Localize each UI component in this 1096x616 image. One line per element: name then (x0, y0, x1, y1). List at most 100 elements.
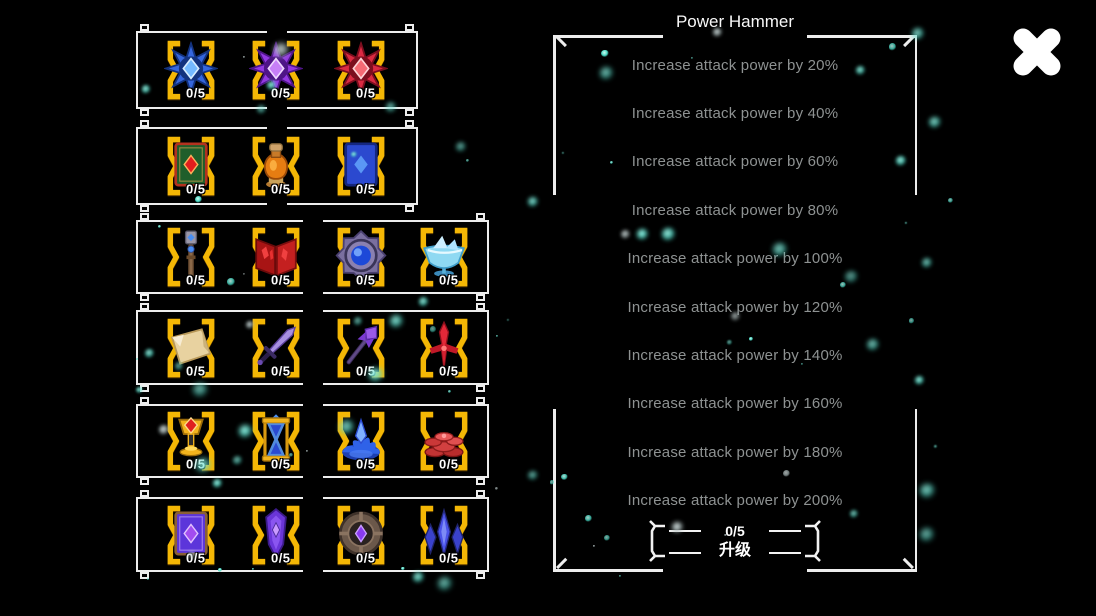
slot-green-book[interactable]: 0/5 (159, 136, 223, 197)
border-gap (267, 201, 287, 207)
slot-red-dagger[interactable]: 0/5 (412, 317, 476, 378)
slot-blue-star-medal[interactable]: 0/5 (159, 40, 223, 101)
red-book-icon (255, 237, 297, 277)
upgrade-button[interactable]: 0/5 升级 (646, 518, 824, 564)
upgrade-count: 0/5 (725, 522, 745, 539)
effects-list: Increase attack power by 20% Increase att… (553, 41, 917, 525)
slot-parchment[interactable]: 0/5 (159, 317, 223, 378)
parchment-icon (170, 327, 212, 365)
slot-frame-icon (167, 227, 215, 287)
slot-blue-book[interactable]: 0/5 (329, 136, 393, 197)
effect-item: Increase attack power by 160% (627, 395, 843, 413)
button-bracket-icon (805, 520, 821, 562)
frame-corner-flick (903, 557, 914, 569)
effect-item: Increase attack power by 120% (627, 298, 843, 316)
corner-ornament (140, 294, 149, 301)
upgrade-label: 升级 (718, 541, 751, 559)
frame-segment (553, 569, 663, 572)
slot-red-coins[interactable]: 0/5 (412, 411, 476, 472)
frame-segment (914, 35, 917, 195)
corner-ornament (140, 490, 149, 497)
slot-count: 0/5 (355, 363, 376, 378)
frame-corner-flick (556, 557, 567, 569)
close-button[interactable] (1006, 22, 1068, 82)
red-coins-icon (424, 432, 464, 458)
corner-ornament (476, 478, 485, 485)
border-gap (302, 402, 323, 408)
panel-title: Power Hammer (675, 12, 795, 31)
frame-segment (553, 35, 663, 38)
slot-purple-star-medal[interactable]: 0/5 (244, 40, 308, 101)
slot-red-star-medal[interactable]: 0/5 (329, 40, 393, 101)
slot-scepter[interactable]: 0/5 (159, 227, 223, 288)
material-row-6: 0/5 0/5 0/5 0/5 (136, 490, 489, 579)
slot-blue-crown[interactable]: 0/5 (329, 411, 393, 472)
green-book-icon (174, 142, 208, 187)
slot-count: 0/5 (270, 272, 291, 288)
slot-count: 0/5 (185, 363, 206, 378)
slot-frame-icon (337, 411, 385, 471)
slot-count: 0/5 (270, 363, 291, 378)
slot-purple-shield[interactable]: 0/5 (244, 504, 308, 565)
slot-count: 0/5 (438, 456, 459, 472)
material-row-3: 0/5 0/5 0/5 0/5 (136, 213, 489, 301)
border-gap (302, 381, 323, 387)
slot-count: 0/5 (185, 272, 206, 288)
effect-item: Increase attack power by 80% (631, 201, 839, 219)
corner-ornament (476, 490, 485, 497)
slot-frame-icon (252, 136, 300, 196)
slot-purple-staff[interactable]: 0/5 (329, 317, 393, 378)
slot-blue-crystals[interactable]: 0/5 (412, 504, 476, 565)
slot-count: 0/5 (270, 550, 291, 565)
frame-segment (807, 569, 917, 572)
slot-orange-potion[interactable]: 0/5 (244, 136, 308, 197)
slot-frame-icon (252, 505, 300, 564)
purple-staff-icon (346, 325, 378, 364)
border-gap (302, 568, 323, 574)
slot-count: 0/5 (185, 456, 206, 472)
button-texts: 0/5 升级 (704, 518, 766, 564)
orange-potion-icon (263, 143, 289, 188)
slot-golden-hourglass[interactable]: 0/5 (244, 411, 308, 472)
slot-purple-book[interactable]: 0/5 (159, 504, 223, 565)
button-lines (769, 518, 801, 564)
frame-segment (553, 35, 556, 195)
slot-count: 0/5 (355, 550, 376, 565)
golden-hourglass-icon (261, 414, 291, 462)
effect-item: Increase attack power by 140% (627, 347, 843, 365)
effect-item: Increase attack power by 20% (631, 56, 839, 74)
slot-golden-chalice[interactable]: 0/5 (159, 411, 223, 472)
blue-crystals-icon (424, 507, 464, 558)
blue-star-medal-icon (164, 41, 218, 96)
border-gap (267, 105, 287, 111)
frame-segment (807, 35, 917, 38)
slot-count: 0/5 (270, 181, 291, 197)
corner-ornament (405, 109, 414, 116)
slot-purple-sword[interactable]: 0/5 (244, 317, 308, 378)
corner-ornament (476, 385, 485, 392)
border-gap (267, 125, 287, 131)
red-dagger-icon (429, 320, 459, 370)
corner-ornament (140, 109, 149, 116)
slot-count: 0/5 (270, 85, 291, 101)
corner-ornament (476, 303, 485, 310)
corner-ornament (476, 572, 485, 579)
slot-dark-amulet[interactable]: 0/5 (329, 504, 393, 565)
border-gap (302, 290, 323, 296)
corner-ornament (140, 397, 149, 404)
slot-red-book[interactable]: 0/5 (244, 227, 308, 288)
border-gap (302, 474, 323, 480)
slot-purple-amulet[interactable]: 0/5 (329, 227, 393, 288)
slot-count: 0/5 (185, 181, 206, 197)
slot-count: 0/5 (438, 550, 459, 565)
effect-item: Increase attack power by 40% (631, 105, 839, 123)
material-row-2: 0/5 0/5 0/5 (136, 120, 418, 212)
crystal-bowl-icon (423, 235, 465, 277)
corner-ornament (476, 294, 485, 301)
frame-segment (914, 409, 917, 572)
slot-crystal-bowl[interactable]: 0/5 (412, 227, 476, 288)
border-gap (267, 29, 287, 35)
effect-item: Increase attack power by 180% (627, 443, 843, 461)
